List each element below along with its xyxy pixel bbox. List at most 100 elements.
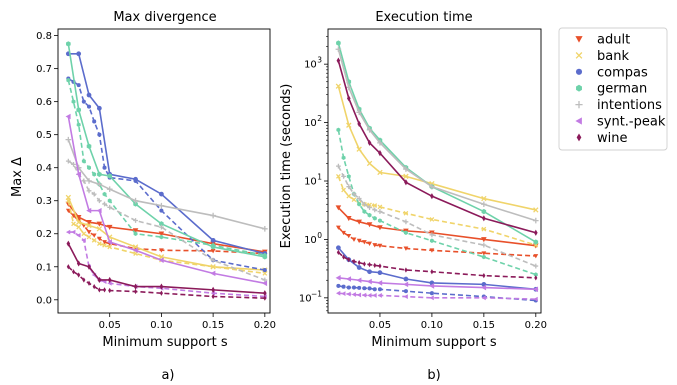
- data-point-synt-peak-solid: [210, 270, 216, 277]
- data-point-german-dashed: [133, 231, 138, 237]
- data-point-intentions-solid: [345, 84, 352, 91]
- chart-title: Max divergence: [113, 10, 216, 25]
- y-tick-label: 10: [304, 177, 317, 188]
- data-point-intentions-solid: [86, 178, 92, 184]
- y-tick-exponent: −1: [311, 289, 322, 298]
- x-tick-label: 0.05: [369, 320, 391, 331]
- data-point-compas-solid: [96, 105, 102, 111]
- legend-marker-synt-peak: [575, 117, 582, 125]
- x-axis-label: Minimum support s: [371, 335, 496, 350]
- data-point-german-dashed: [403, 230, 408, 236]
- data-point-german-solid: [336, 40, 341, 46]
- data-point-bank-solid: [86, 222, 92, 229]
- panel-max-divergence: Max divergence Minimum support s Max Δ a…: [10, 10, 276, 383]
- data-point-synt-peak-dashed: [403, 294, 408, 299]
- data-point-synt-peak-solid: [335, 275, 341, 281]
- data-point-wine-solid: [133, 283, 138, 290]
- data-point-synt-peak-solid: [262, 280, 268, 287]
- data-point-intentions-solid: [132, 197, 139, 204]
- data-point-bank-solid: [335, 83, 342, 89]
- data-point-german-dashed: [429, 238, 434, 243]
- data-point-synt-peak-dashed: [356, 292, 362, 298]
- data-point-synt-peak-solid: [65, 113, 71, 120]
- data-point-bank-solid: [65, 194, 72, 201]
- data-point-adult-dashed: [91, 233, 97, 238]
- y-tick-exponent: 0: [317, 231, 322, 240]
- data-point-german-solid: [107, 173, 113, 179]
- data-point-german-solid: [210, 244, 216, 250]
- data-point-wine-dashed: [82, 277, 86, 283]
- data-point-german-dashed: [533, 272, 538, 277]
- data-point-compas-dashed: [76, 83, 81, 88]
- data-point-bank-dashed: [372, 203, 378, 208]
- data-point-intentions-dashed: [71, 161, 76, 167]
- data-point-synt-peak-solid: [96, 207, 102, 214]
- data-point-intentions-dashed: [356, 196, 362, 201]
- data-point-compas-dashed: [362, 286, 367, 291]
- series-wine-dashed-line: [67, 266, 265, 299]
- data-point-compas-solid: [336, 245, 341, 251]
- legend-marker-wine: [576, 133, 582, 142]
- data-point-intentions-dashed: [533, 263, 539, 269]
- data-point-intentions-dashed: [86, 188, 92, 194]
- data-point-synt-peak-dashed: [71, 229, 76, 235]
- y-tick-label: 10: [299, 293, 312, 304]
- y-tick-label: 0.0: [36, 295, 52, 306]
- data-point-wine-dashed: [347, 257, 351, 263]
- data-point-compas-dashed: [372, 287, 377, 292]
- legend-label-compas: compas: [597, 65, 648, 80]
- data-point-german-solid: [86, 143, 92, 149]
- panel-caption: b): [427, 368, 440, 381]
- data-point-intentions-solid: [429, 183, 435, 190]
- data-point-adult-solid: [345, 216, 352, 222]
- data-point-wine-dashed: [211, 293, 215, 300]
- data-point-wine-dashed: [92, 283, 96, 290]
- data-point-synt-peak-solid: [132, 247, 138, 254]
- data-point-compas-solid: [159, 191, 164, 197]
- data-point-synt-peak-solid: [75, 171, 81, 178]
- data-point-bank-solid: [481, 195, 487, 202]
- data-point-wine-dashed: [362, 261, 366, 267]
- data-point-intentions-solid: [65, 136, 72, 143]
- data-point-synt-peak-dashed: [361, 292, 367, 298]
- data-point-synt-peak-solid: [403, 281, 409, 288]
- data-point-wine-dashed: [482, 272, 486, 279]
- data-point-wine-solid: [211, 286, 215, 293]
- data-point-intentions-dashed: [91, 191, 97, 197]
- data-point-compas-solid: [403, 276, 409, 282]
- legend-label-intentions: intentions: [597, 98, 662, 113]
- data-point-synt-peak-dashed: [341, 291, 346, 297]
- data-point-wine-dashed: [368, 262, 372, 268]
- series-intentions-solid-line: [337, 49, 537, 222]
- data-point-compas-dashed: [346, 285, 351, 290]
- data-point-bank-dashed: [346, 193, 352, 199]
- y-tick-exponent: 3: [317, 56, 322, 65]
- legend-frame: [558, 27, 668, 151]
- data-point-wine-solid: [76, 260, 81, 267]
- data-point-synt-peak-dashed: [76, 232, 81, 238]
- data-point-synt-peak-solid: [158, 257, 164, 263]
- data-point-bank-dashed: [91, 237, 97, 243]
- data-point-compas-solid: [86, 92, 92, 98]
- data-point-wine-dashed: [373, 262, 377, 268]
- data-point-compas-dashed: [262, 268, 267, 273]
- data-point-wine-solid: [404, 179, 408, 186]
- y-tick-label: 0.3: [36, 196, 52, 207]
- data-point-bank-dashed: [351, 197, 357, 203]
- data-point-intentions-dashed: [262, 277, 268, 283]
- data-point-compas-solid: [210, 237, 216, 243]
- x-tick-label: 0.20: [525, 320, 547, 331]
- data-point-german-dashed: [372, 216, 377, 221]
- data-point-wine-solid: [533, 229, 538, 236]
- plot-area-frame: [327, 28, 542, 314]
- data-point-compas-solid: [133, 176, 138, 182]
- data-point-compas-dashed: [377, 287, 382, 292]
- data-point-wine-dashed: [87, 280, 91, 286]
- data-point-intentions-dashed: [403, 219, 409, 225]
- data-point-adult-dashed: [533, 254, 539, 259]
- x-tick-label: 0.10: [421, 320, 443, 331]
- data-point-bank-dashed: [81, 231, 87, 237]
- data-point-bank-dashed: [86, 234, 92, 240]
- legend-marker-adult: [575, 36, 583, 43]
